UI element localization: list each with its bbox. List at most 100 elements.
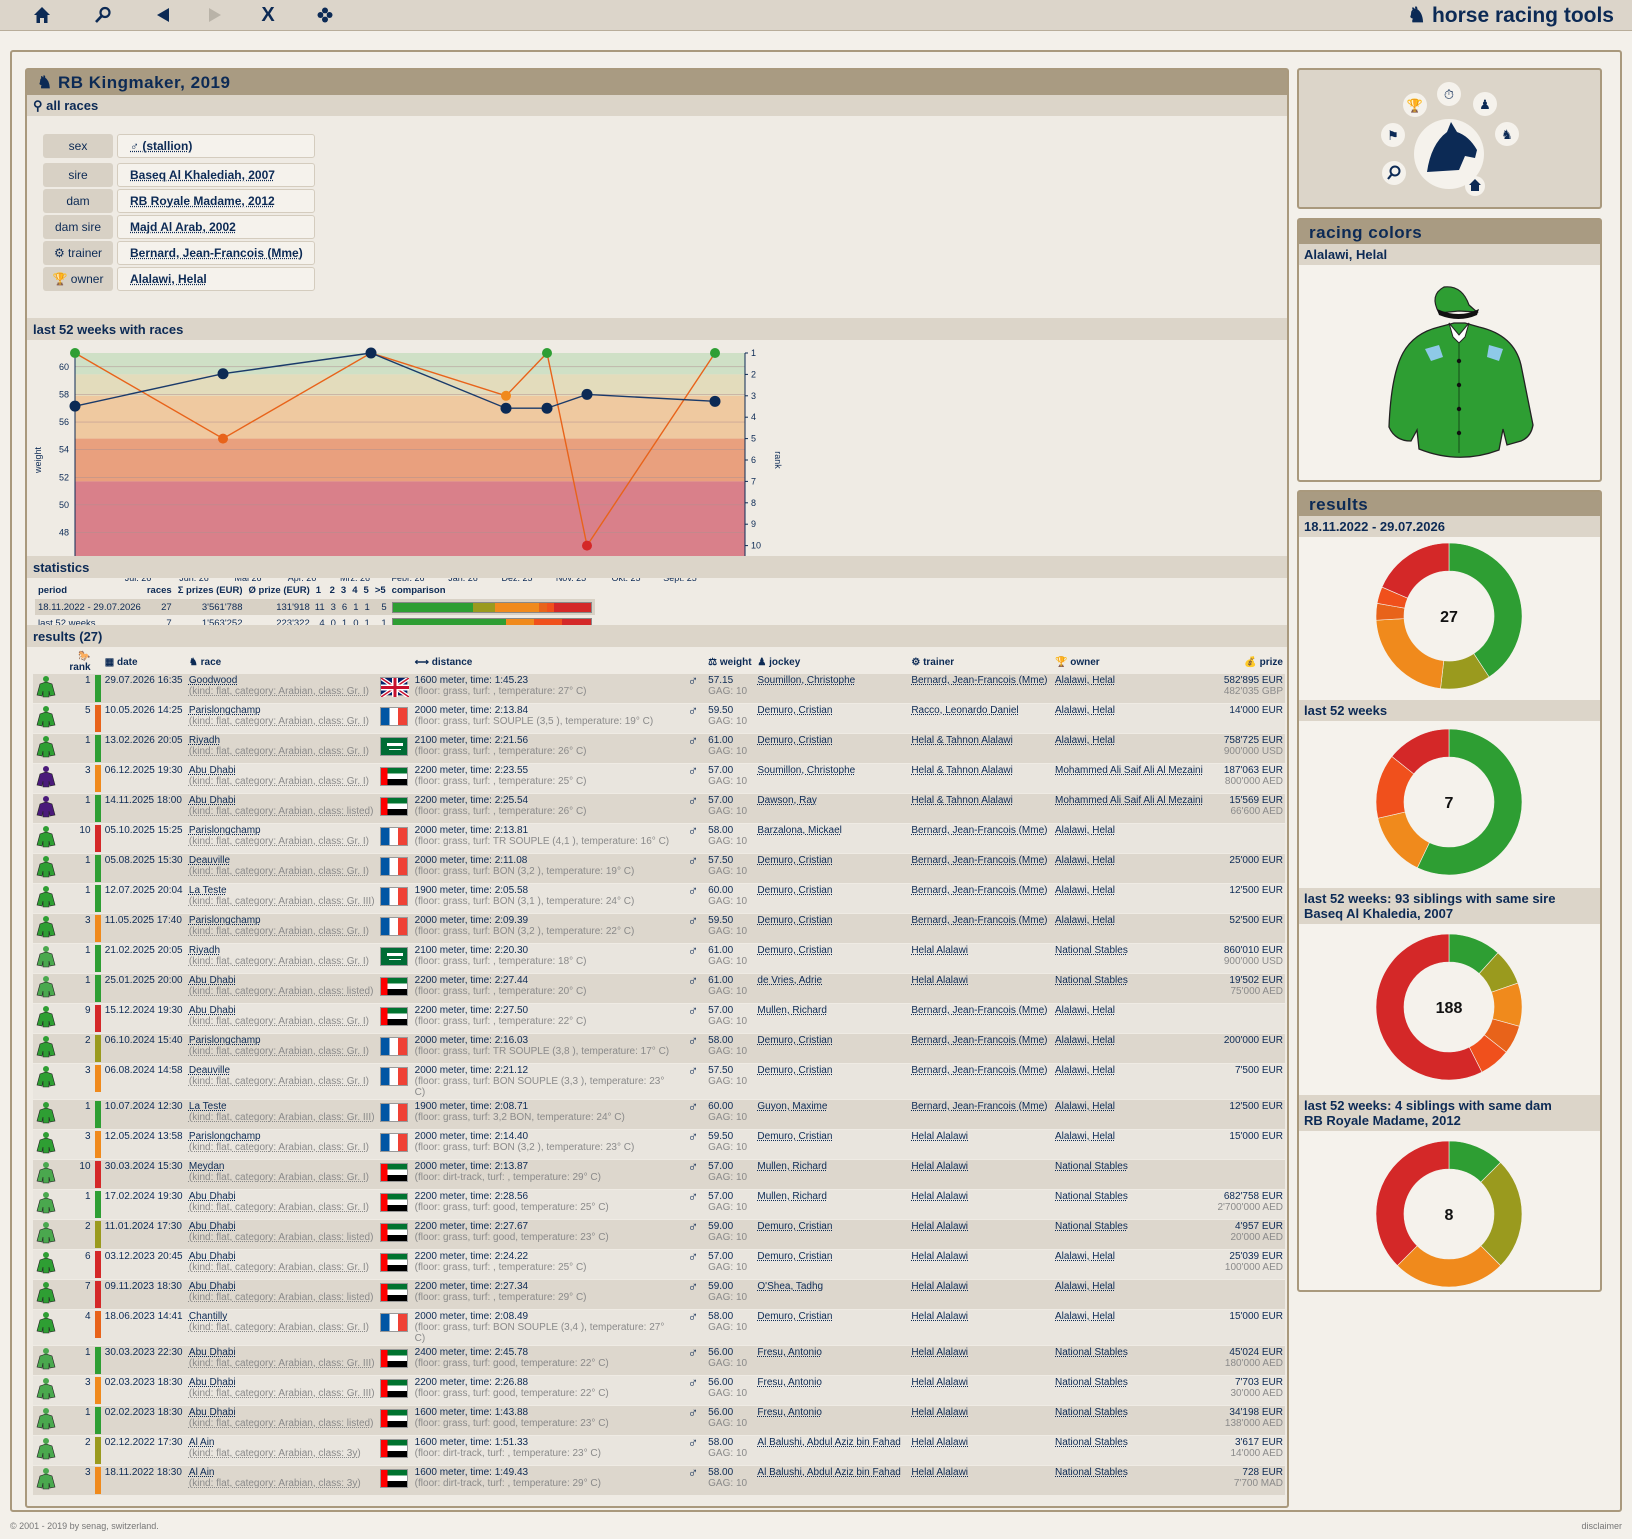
weight-point[interactable] <box>69 400 81 412</box>
stopwatch-icon[interactable] <box>1437 82 1461 106</box>
jockey-link[interactable]: Demuro, Cristian <box>755 704 910 733</box>
jockey-link[interactable]: Demuro, Cristian <box>755 944 910 973</box>
result-row[interactable]: 1 30.03.2023 22:30 Abu Dhabi (kind: flat, c… <box>33 1345 1285 1375</box>
donut-slice[interactable] <box>1375 933 1483 1081</box>
trophy-icon[interactable] <box>1403 93 1427 117</box>
weight-point[interactable] <box>217 368 229 380</box>
owner-link[interactable]: Alalawi, Helal <box>1053 1250 1214 1279</box>
result-row[interactable]: 4 18.06.2023 14:41 Chantilly (kind: flat, c… <box>33 1309 1285 1345</box>
jockey-link[interactable]: O'Shea, Tadhg <box>755 1280 910 1309</box>
horses-icon[interactable] <box>1495 122 1519 146</box>
owner-link[interactable]: Alalawi, Helal <box>1053 854 1214 883</box>
attr-value[interactable]: Alalawi, Helal <box>117 267 315 291</box>
forward-icon[interactable] <box>207 3 223 27</box>
close-icon[interactable]: X <box>261 3 275 26</box>
race-name-link[interactable]: Abu Dhabi <box>188 1281 236 1292</box>
race-name-link[interactable]: Abu Dhabi <box>188 1377 236 1388</box>
race-name-link[interactable]: La Teste <box>188 1101 227 1112</box>
race-flag-icon[interactable] <box>1381 123 1405 147</box>
race-name-link[interactable]: Parislongchamp <box>188 1131 261 1142</box>
result-row[interactable]: 1 13.02.2026 20:05 Riyadh (kind: flat, cate… <box>33 733 1285 763</box>
result-row[interactable]: 1 29.07.2026 16:35 Goodwood (kind: flat, ca… <box>33 673 1285 703</box>
trainer-link[interactable]: Helal Alalawi <box>909 1220 1053 1249</box>
trainer-link[interactable]: Helal Alalawi <box>909 1466 1053 1495</box>
donut-slice[interactable] <box>1381 542 1450 599</box>
rank-point[interactable] <box>582 540 592 551</box>
jockey-link[interactable]: Demuro, Cristian <box>755 1034 910 1063</box>
race-name-link[interactable]: Al Ain <box>188 1437 215 1448</box>
result-row[interactable]: 3 02.03.2023 18:30 Abu Dhabi (kind: flat, c… <box>33 1375 1285 1405</box>
owner-link[interactable]: Alalawi, Helal <box>1053 1280 1214 1309</box>
owner-link[interactable]: National Stables <box>1053 1190 1214 1219</box>
jockey-link[interactable]: Mullen, Richard <box>755 1004 910 1033</box>
owner-link[interactable]: Alalawi, Helal <box>1053 1310 1214 1345</box>
owner-link[interactable]: Alalawi, Helal <box>1053 1130 1214 1159</box>
race-name-link[interactable]: Abu Dhabi <box>188 1221 236 1232</box>
result-row[interactable]: 1 17.02.2024 19:30 Abu Dhabi (kind: flat, c… <box>33 1189 1285 1219</box>
trainer-link[interactable]: Helal Alalawi <box>909 1280 1053 1309</box>
trainer-link[interactable]: Helal Alalawi <box>909 1250 1053 1279</box>
result-row[interactable]: 3 11.05.2025 17:40 Parislongchamp (kind: fl… <box>33 913 1285 943</box>
jockey-link[interactable]: Mullen, Richard <box>755 1160 910 1189</box>
trainer-link[interactable]: Helal & Tahnon Alalawi <box>909 794 1053 823</box>
owner-link[interactable]: Mohammed Ali Saif Ali Al Mezaini <box>1053 764 1214 793</box>
donut-slice[interactable] <box>1396 1245 1502 1288</box>
race-name-link[interactable]: Deauville <box>188 1065 231 1076</box>
race-name-link[interactable]: Abu Dhabi <box>188 1251 236 1262</box>
owner-link[interactable]: Alalawi, Helal <box>1053 734 1214 763</box>
trainer-link[interactable]: Helal Alalawi <box>909 1346 1053 1375</box>
result-row[interactable]: 7 09.11.2023 18:30 Abu Dhabi (kind: flat, c… <box>33 1279 1285 1309</box>
jockey-link[interactable]: Demuro, Cristian <box>755 884 910 913</box>
result-row[interactable]: 1 10.07.2024 12:30 La Teste (kind: flat, ca… <box>33 1099 1285 1129</box>
trainer-link[interactable]: Helal Alalawi <box>909 974 1053 1003</box>
jockey-link[interactable]: Guyon, Maxime <box>755 1100 910 1129</box>
owner-link[interactable]: National Stables <box>1053 1160 1214 1189</box>
trainer-link[interactable]: Helal Alalawi <box>909 1310 1053 1345</box>
result-row[interactable]: 1 12.07.2025 20:04 La Teste (kind: flat, ca… <box>33 883 1285 913</box>
race-name-link[interactable]: Parislongchamp <box>188 825 261 836</box>
jockey-link[interactable]: Al Balushi, Abdul Aziz bin Fahad <box>755 1466 910 1495</box>
result-row[interactable]: 1 25.01.2025 20:00 Abu Dhabi (kind: flat, c… <box>33 973 1285 1003</box>
race-name-link[interactable]: Riyadh <box>188 735 221 746</box>
weight-point[interactable] <box>500 402 512 414</box>
trainer-link[interactable]: Bernard, Jean-Francois (Mme) <box>909 884 1053 913</box>
donut-slice[interactable] <box>1391 728 1450 775</box>
jockey-link[interactable]: Mullen, Richard <box>755 1190 910 1219</box>
weight-point[interactable] <box>365 347 377 359</box>
race-name-link[interactable]: La Teste <box>188 885 227 896</box>
jockey-link[interactable]: Soumillon, Christophe <box>755 674 910 703</box>
owner-link[interactable]: National Stables <box>1053 1376 1214 1405</box>
race-name-link[interactable]: Chantilly <box>188 1311 228 1322</box>
result-row[interactable]: 3 12.05.2024 13:58 Parislongchamp (kind: fl… <box>33 1129 1285 1159</box>
result-row[interactable]: 6 03.12.2023 20:45 Abu Dhabi (kind: flat, c… <box>33 1249 1285 1279</box>
weight-point[interactable] <box>581 388 593 400</box>
jockey-icon[interactable] <box>1473 92 1497 116</box>
race-name-link[interactable]: Abu Dhabi <box>188 765 236 776</box>
result-row[interactable]: 3 18.11.2022 18:30 Al Ain (kind: flat, cate… <box>33 1465 1285 1495</box>
owner-link[interactable]: Alalawi, Helal <box>1053 824 1214 853</box>
rank-point[interactable] <box>70 348 80 358</box>
owner-link[interactable]: Alalawi, Helal <box>1053 674 1214 703</box>
race-name-link[interactable]: Abu Dhabi <box>188 1407 236 1418</box>
trainer-link[interactable]: Bernard, Jean-Francois (Mme) <box>909 1004 1053 1033</box>
jockey-link[interactable]: de Vries, Adrie <box>755 974 910 1003</box>
jockey-link[interactable]: Al Balushi, Abdul Aziz bin Fahad <box>755 1436 910 1465</box>
result-row[interactable]: 1 14.11.2025 18:00 Abu Dhabi (kind: flat, c… <box>33 793 1285 823</box>
trainer-link[interactable]: Helal Alalawi <box>909 1190 1053 1219</box>
search-horse-icon[interactable] <box>1382 161 1406 185</box>
owner-link[interactable]: Alalawi, Helal <box>1053 884 1214 913</box>
result-row[interactable]: 10 30.03.2024 15:30 Meydan (kind: flat, cat… <box>33 1159 1285 1189</box>
race-name-link[interactable]: Parislongchamp <box>188 705 261 716</box>
trainer-link[interactable]: Helal Alalawi <box>909 944 1053 973</box>
brand-title[interactable]: ♞ horse racing tools <box>1407 4 1614 27</box>
race-name-link[interactable]: Parislongchamp <box>188 1035 261 1046</box>
rank-point[interactable] <box>542 348 552 358</box>
owner-link[interactable]: National Stables <box>1053 1220 1214 1249</box>
race-name-link[interactable]: Riyadh <box>188 945 221 956</box>
trainer-link[interactable]: Helal Alalawi <box>909 1436 1053 1465</box>
trainer-link[interactable]: Bernard, Jean-Francois (Mme) <box>909 914 1053 943</box>
race-name-link[interactable]: Al Ain <box>188 1467 215 1478</box>
result-row[interactable]: 2 11.01.2024 17:30 Abu Dhabi (kind: flat, c… <box>33 1219 1285 1249</box>
result-row[interactable]: 2 06.10.2024 15:40 Parislongchamp (kind: fl… <box>33 1033 1285 1063</box>
owner-link[interactable]: National Stables <box>1053 1466 1214 1495</box>
